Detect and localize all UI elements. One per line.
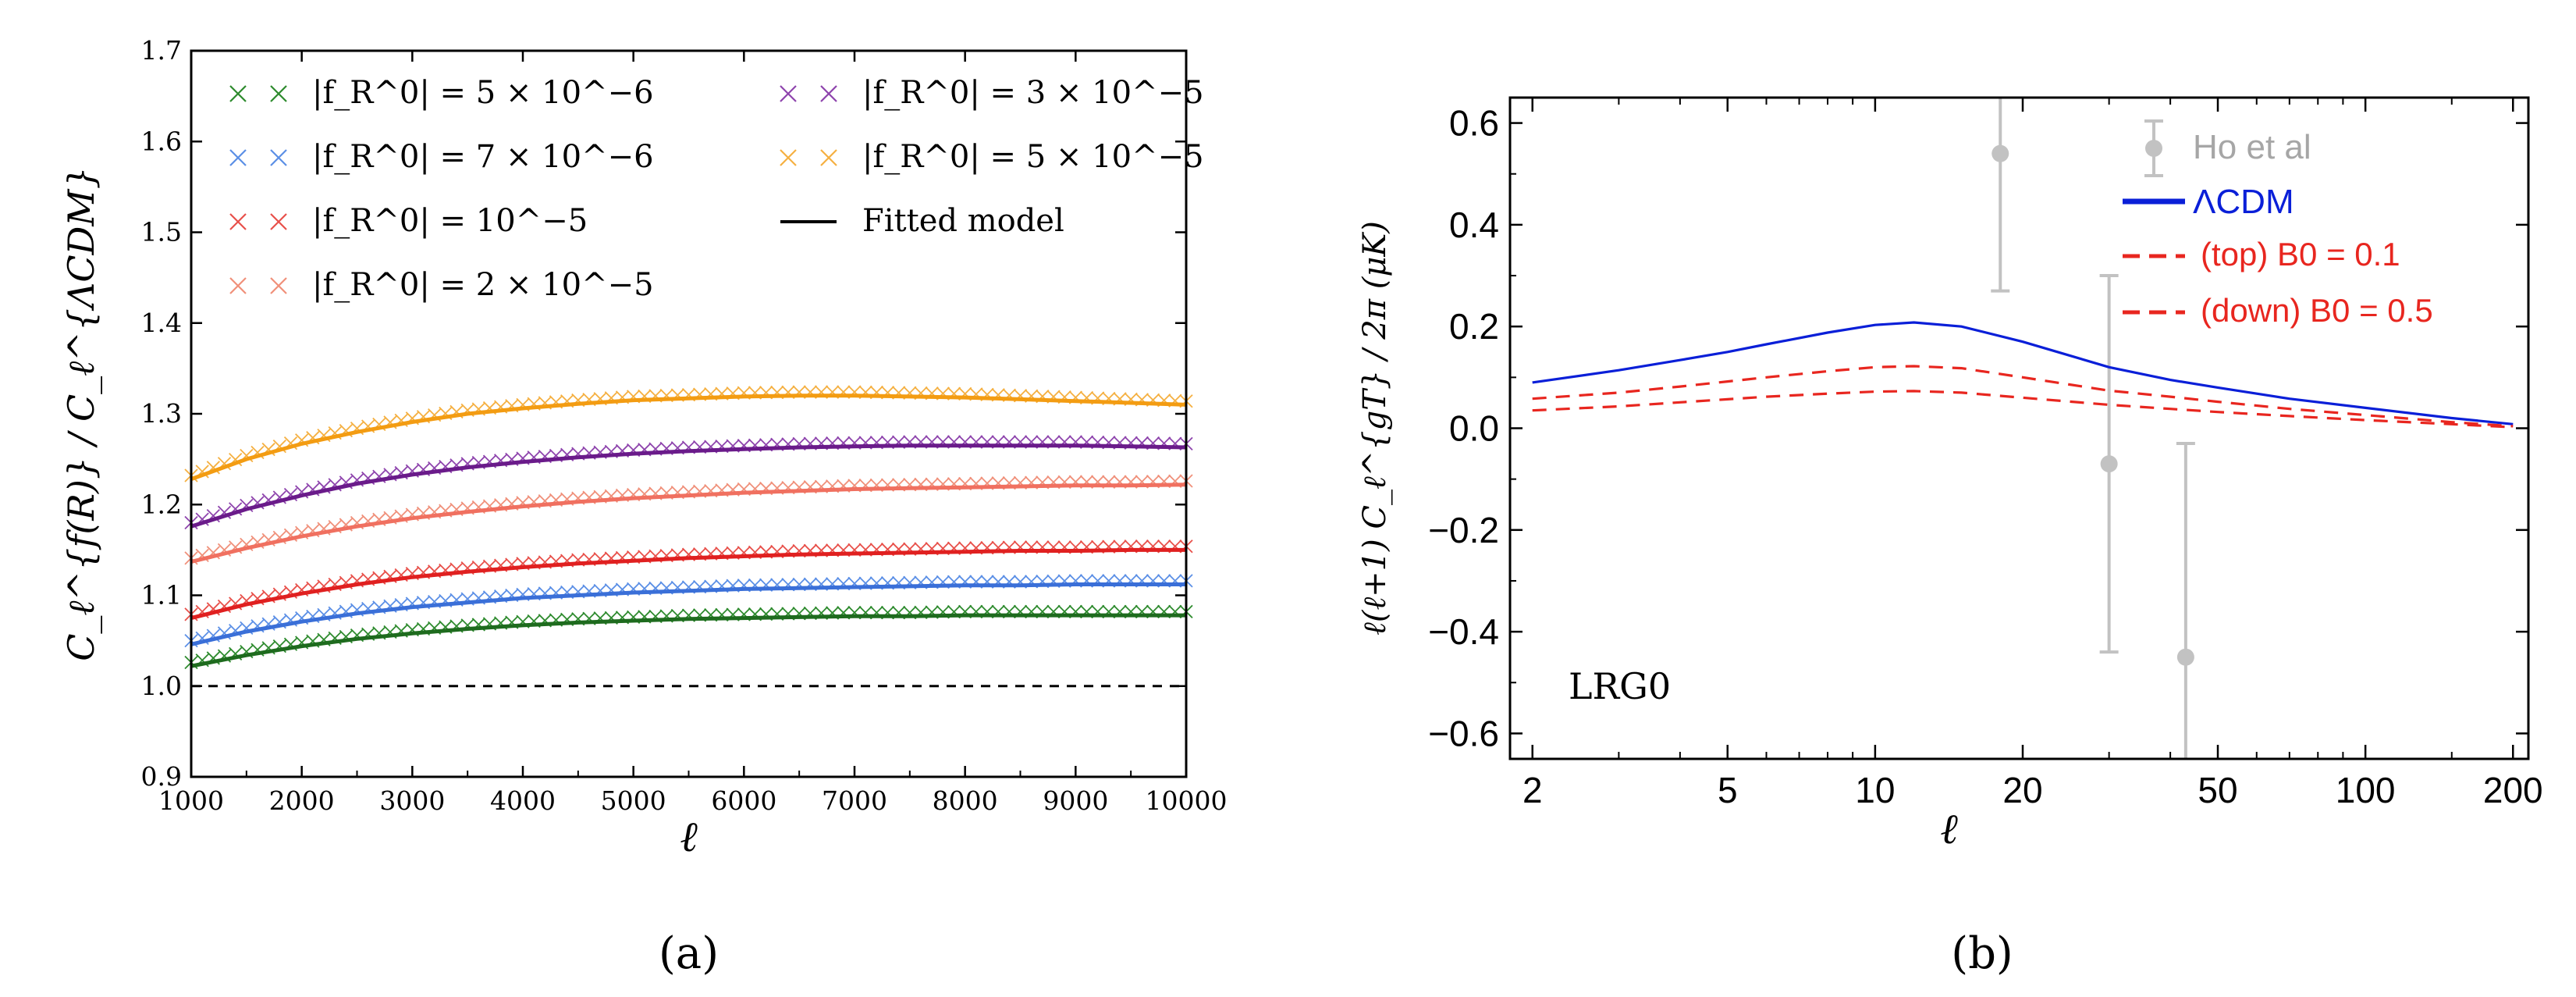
legend-marker xyxy=(270,85,287,102)
errorbar-group xyxy=(1991,98,2195,759)
legend-label-top: (top) B0 = 0.1 xyxy=(2201,236,2400,272)
panel-caption: (a) xyxy=(659,928,719,979)
x-tick-label: 7000 xyxy=(822,785,887,816)
fit-line-0 xyxy=(190,613,1186,668)
legend-label-2: |f_R^0| = 10^−5 xyxy=(312,203,588,239)
y-tick-label: 0.0 xyxy=(1449,408,1499,449)
legend-label-5: |f_R^0| = 5 × 10^−5 xyxy=(862,139,1204,175)
legend-marker xyxy=(820,85,837,102)
y-axis-label: C_ℓ^{f(R)} / C_ℓ^{ΛCDM} xyxy=(60,166,102,661)
y-tick-label: 1.1 xyxy=(141,580,182,611)
x-axis-label: ℓ xyxy=(1940,804,1958,853)
legend-marker xyxy=(229,85,247,102)
legend-errorbar-point xyxy=(2145,140,2162,157)
x-tick-label: 20 xyxy=(2002,770,2042,810)
y-tick-label: −0.4 xyxy=(1428,611,1499,652)
legend-label-4: |f_R^0| = 3 × 10^−5 xyxy=(862,75,1204,111)
legend-marker xyxy=(820,149,837,166)
y-tick-label: 1.7 xyxy=(141,35,182,66)
legend-label-1: |f_R^0| = 7 × 10^−6 xyxy=(312,139,654,175)
y-tick-label: 0.2 xyxy=(1449,306,1499,347)
legend-label-3: |f_R^0| = 2 × 10^−5 xyxy=(312,267,654,303)
x-tick-label: 6000 xyxy=(711,785,776,816)
y-tick-label: −0.2 xyxy=(1428,510,1499,550)
fit-line-2 xyxy=(190,547,1186,621)
x-tick-label: 2000 xyxy=(269,785,335,816)
x-tick-label: 1000 xyxy=(158,785,224,816)
fit-line-5 xyxy=(190,393,1187,482)
series-line-0 xyxy=(1532,321,2514,426)
fit-line-1 xyxy=(190,582,1186,646)
y-axis-label: ℓ(ℓ+1) C_ℓ^{gT} / 2π (μK) xyxy=(1357,221,1393,636)
series-line-2 xyxy=(1532,390,2514,429)
x-tick-label: 2 xyxy=(1523,770,1543,810)
legend-label-down: (down) B0 = 0.5 xyxy=(2201,292,2433,329)
x-tick-label: 10 xyxy=(1855,770,1895,810)
y-tick-label: 0.4 xyxy=(1449,205,1499,245)
y-tick-label: 1.2 xyxy=(141,489,182,519)
legend-marker xyxy=(270,149,287,166)
legend-fit-label: Fitted model xyxy=(862,203,1064,239)
panel-a-chart: 1000 2000 3000 4000 5000 6000 7000 8000 9000 1000… xyxy=(60,35,1227,979)
legend-marker xyxy=(229,277,247,294)
y-tick-label: 1.6 xyxy=(141,126,182,156)
y-tick-label: 0.9 xyxy=(141,761,182,792)
errorbar-point xyxy=(2176,648,2194,666)
x-axis-label: ℓ xyxy=(680,812,698,861)
x-tick-label: 3000 xyxy=(379,785,445,816)
x-tick-label: 5 xyxy=(1718,770,1738,810)
legend-label-lcdm: ΛCDM xyxy=(2193,183,2294,221)
plot-frame xyxy=(1508,96,2530,760)
y-tick-label: 1.3 xyxy=(141,398,182,429)
x-tick-label: 100 xyxy=(2336,770,2396,810)
errorbar-point xyxy=(1992,144,2009,162)
x-tick-label: 9000 xyxy=(1043,785,1108,816)
x-tick-label: 4000 xyxy=(490,785,556,816)
series-line-1 xyxy=(1532,365,2514,428)
legend-marker xyxy=(229,149,247,166)
legend-marker xyxy=(270,213,287,230)
x-tick-label: 200 xyxy=(2483,770,2543,810)
panel-b-chart: 2 5 10 20 50 100 200 −0.6 −0.4 −0.2 0.0 0.2 0.4 0.6 ℓ ℓ… xyxy=(1357,96,2543,979)
fit-line-4 xyxy=(190,443,1187,529)
y-tick-label: 0.6 xyxy=(1449,103,1499,144)
x-tick-label: 50 xyxy=(2198,770,2237,810)
x-tick-label: 10000 xyxy=(1146,785,1228,816)
y-tick-label: −0.6 xyxy=(1428,713,1499,753)
x-tick-label: 5000 xyxy=(601,785,666,816)
panel-caption: (b) xyxy=(1951,928,2013,979)
panel-annotation: LRG0 xyxy=(1569,665,1671,707)
legend-marker xyxy=(780,149,797,166)
legend-label-ho-et-al: Ho et al xyxy=(2193,128,2311,166)
legend-label-0: |f_R^0| = 5 × 10^−6 xyxy=(312,75,654,111)
legend-marker xyxy=(270,277,287,294)
y-tick-label: 1.4 xyxy=(141,308,182,338)
y-tick-label: 1.5 xyxy=(141,217,182,247)
x-tick-label: 8000 xyxy=(933,785,998,816)
legend-marker xyxy=(780,85,797,102)
legend-marker xyxy=(229,213,247,230)
errorbar-point xyxy=(2100,455,2118,473)
fit-line-3 xyxy=(190,482,1187,564)
y-tick-label: 1.0 xyxy=(141,671,182,701)
